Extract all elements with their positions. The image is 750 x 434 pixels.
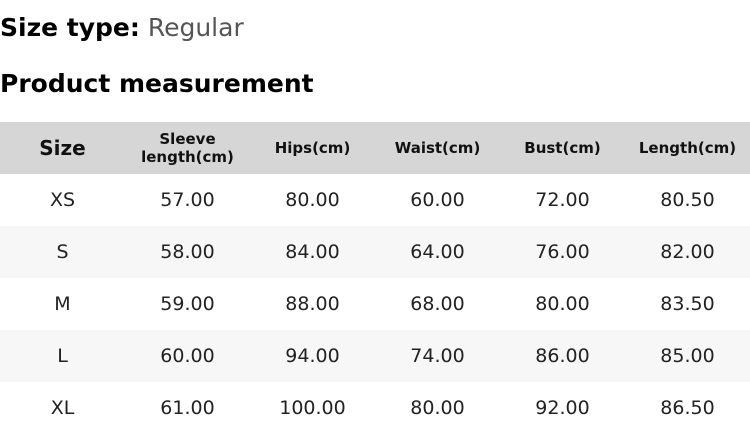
table-cell: 72.00	[535, 189, 590, 211]
size-type: Size type: Regular	[0, 10, 244, 46]
table-cell: 60.00	[410, 189, 465, 211]
table-cell: 83.50	[660, 293, 715, 315]
table-cell: 57.00	[160, 189, 215, 211]
column-header: Size	[0, 122, 125, 174]
table-row: S 58.00 84.00 64.00 76.00 82.00	[0, 226, 750, 278]
table-cell: 80.50	[660, 189, 715, 211]
table-cell: 61.00	[160, 397, 215, 419]
table-cell: 80.00	[410, 397, 465, 419]
table-cell: 94.00	[250, 330, 375, 382]
table-cell: 85.00	[625, 330, 750, 382]
column-header: Waist(cm)	[375, 122, 500, 174]
table-row: XS 57.00 80.00 60.00 72.00 80.50	[0, 174, 750, 226]
table-cell: 64.00	[375, 226, 500, 278]
table-cell: 82.00	[625, 226, 750, 278]
table-row: L 60.00 94.00 74.00 86.00 85.00	[0, 330, 750, 382]
table-cell: M	[54, 293, 71, 315]
table-cell: 86.50	[660, 397, 715, 419]
table-header-row: Size Sleeve length(cm) Hips(cm) Waist(cm) Bu…	[0, 122, 750, 174]
table-cell: 58.00	[125, 226, 250, 278]
table-cell: 60.00	[125, 330, 250, 382]
table-cell: 84.00	[250, 226, 375, 278]
column-header: Bust(cm)	[500, 122, 625, 174]
table-cell: 74.00	[375, 330, 500, 382]
table-cell: 59.00	[160, 293, 215, 315]
table-cell: 86.00	[500, 330, 625, 382]
table-cell: 80.00	[535, 293, 590, 315]
size-type-label: Size type:	[0, 13, 140, 42]
measurement-table: Size Sleeve length(cm) Hips(cm) Waist(cm) Bu…	[0, 122, 750, 434]
column-header: Length(cm)	[625, 122, 750, 174]
column-header: Hips(cm)	[250, 122, 375, 174]
table-cell: L	[0, 330, 125, 382]
table-cell: 68.00	[410, 293, 465, 315]
table-cell: XS	[49, 189, 76, 211]
table-cell: 76.00	[500, 226, 625, 278]
table-row: M 59.00 88.00 68.00 80.00 83.50	[0, 278, 750, 330]
section-title: Product measurement	[0, 69, 314, 98]
table-cell: 88.00	[285, 293, 340, 315]
table-cell: XL	[50, 397, 75, 419]
table-row: XL 61.00 100.00 80.00 92.00 86.50	[0, 382, 750, 434]
table-cell: S	[0, 226, 125, 278]
size-type-value: Regular	[147, 13, 244, 42]
table-cell: 80.00	[285, 189, 340, 211]
table-cell: 100.00	[279, 397, 346, 419]
column-header: Sleeve length(cm)	[125, 122, 250, 174]
table-cell: 92.00	[535, 397, 590, 419]
